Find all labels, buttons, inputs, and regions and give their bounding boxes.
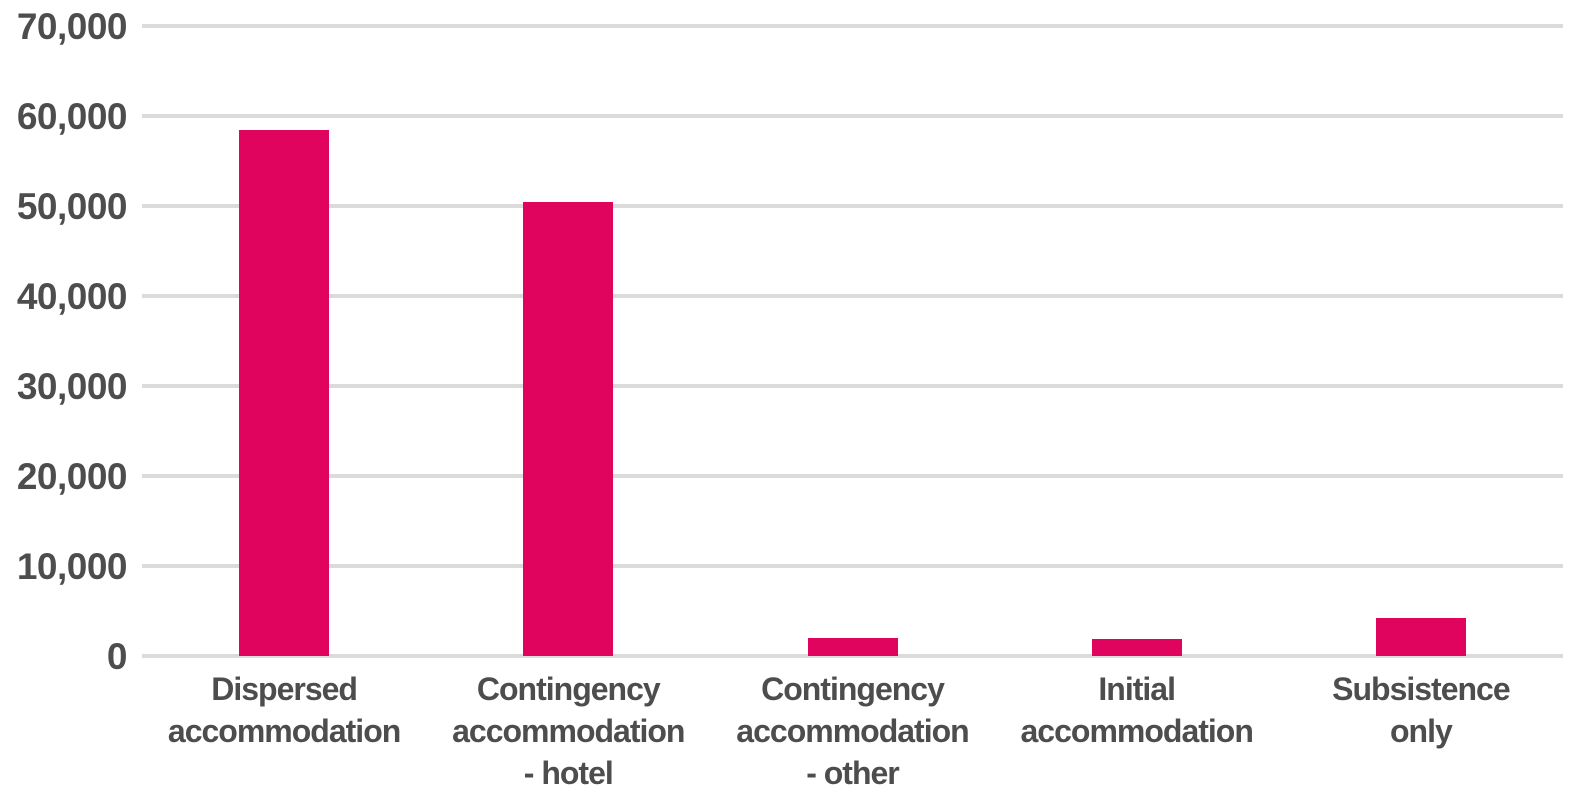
x-axis-label: Contingency accommodation - other [710,668,994,794]
y-axis-tick-label: 20,000 [16,456,128,497]
gridline [142,24,1563,28]
x-axis-label-line: - other [806,755,900,791]
x-axis-label-line: Contingency [761,671,945,707]
x-axis-label-line: accommodation [167,713,401,749]
x-axis-label-line: only [1390,713,1453,749]
x-axis-label-line: Dispersed [211,671,358,707]
y-axis-tick-label: 40,000 [16,276,128,317]
bar-contingency-accommodation-other [807,638,898,656]
x-axis-label-line: accommodation [1020,713,1254,749]
bar-initial-accommodation [1091,638,1182,656]
gridline [142,384,1563,388]
bar-contingency-accommodation-hotel [523,201,614,656]
y-axis-tick-label: 0 [106,636,128,677]
bar-subsistence-only [1375,618,1466,656]
gridline [142,474,1563,478]
x-axis-label-line: Subsistence [1332,671,1511,707]
y-axis-tick-label: 30,000 [16,366,128,407]
y-axis-tick-label: 60,000 [16,96,128,137]
gridline [142,114,1563,118]
y-axis-tick-label: 50,000 [16,186,128,227]
x-axis-label-line: accommodation [736,713,969,749]
gridline [142,294,1563,298]
gridline [142,564,1563,568]
x-axis-label: Contingency accommodation - hotel [426,668,710,794]
gridline [142,654,1563,658]
x-axis-label-line: Contingency [476,671,661,707]
gridline [142,204,1563,208]
x-axis-label-line: - hotel [523,755,614,791]
bar-dispersed-accommodation [239,129,330,656]
x-axis-label-line: accommodation [452,713,685,749]
x-axis-label-line: Initial [1098,671,1176,707]
y-axis-tick-label: 10,000 [16,546,128,587]
x-axis-label: Initial accommodation [995,668,1279,752]
y-axis-tick-label: 70,000 [16,6,128,47]
x-axis-label: Subsistence only [1279,668,1563,752]
x-axis-label: Dispersed accommodation [142,668,426,752]
